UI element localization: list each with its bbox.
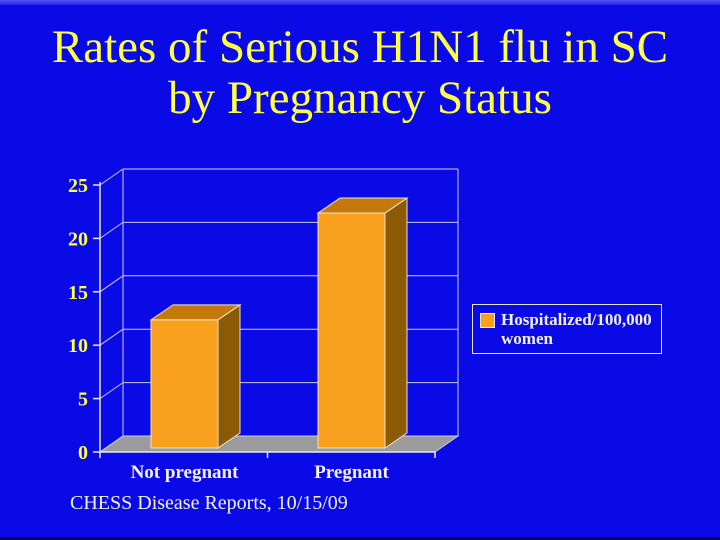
legend-swatch-icon	[480, 313, 495, 328]
bar-pregnant	[317, 212, 386, 449]
y-axis-label: 0	[78, 442, 88, 464]
bar-side-not-pregnant	[217, 303, 241, 449]
title-line-1: Rates of Serious H1N1 flu in SC	[51, 21, 669, 73]
slide-top-edge	[0, 0, 720, 5]
tick-diagonal	[99, 435, 124, 453]
y-axis-label: 5	[78, 389, 88, 411]
slide-bottom-edge	[0, 537, 720, 540]
tick-diagonal	[99, 221, 124, 239]
y-axis-label: 10	[68, 335, 88, 357]
bar-side-pregnant	[384, 197, 408, 449]
tick-diagonal	[99, 275, 124, 293]
bar-not-pregnant	[150, 319, 219, 449]
slide-title: Rates of Serious H1N1 flu in SC by Pregn…	[0, 22, 720, 124]
x-axis-label: Pregnant	[314, 462, 389, 483]
y-axis-label: 20	[68, 228, 88, 250]
legend: Hospitalized/100,000 women	[472, 304, 662, 354]
tick-diagonal	[99, 168, 124, 186]
tick-diagonal	[99, 382, 124, 400]
y-axis-label: 25	[68, 175, 88, 197]
source-citation: CHESS Disease Reports, 10/15/09	[70, 492, 348, 514]
legend-label: Hospitalized/100,000 women	[501, 310, 652, 348]
tick-diagonal	[99, 328, 124, 346]
y-axis-label: 15	[68, 282, 88, 304]
title-line-2: by Pregnancy Status	[168, 72, 552, 124]
x-axis-label: Not pregnant	[131, 462, 240, 483]
